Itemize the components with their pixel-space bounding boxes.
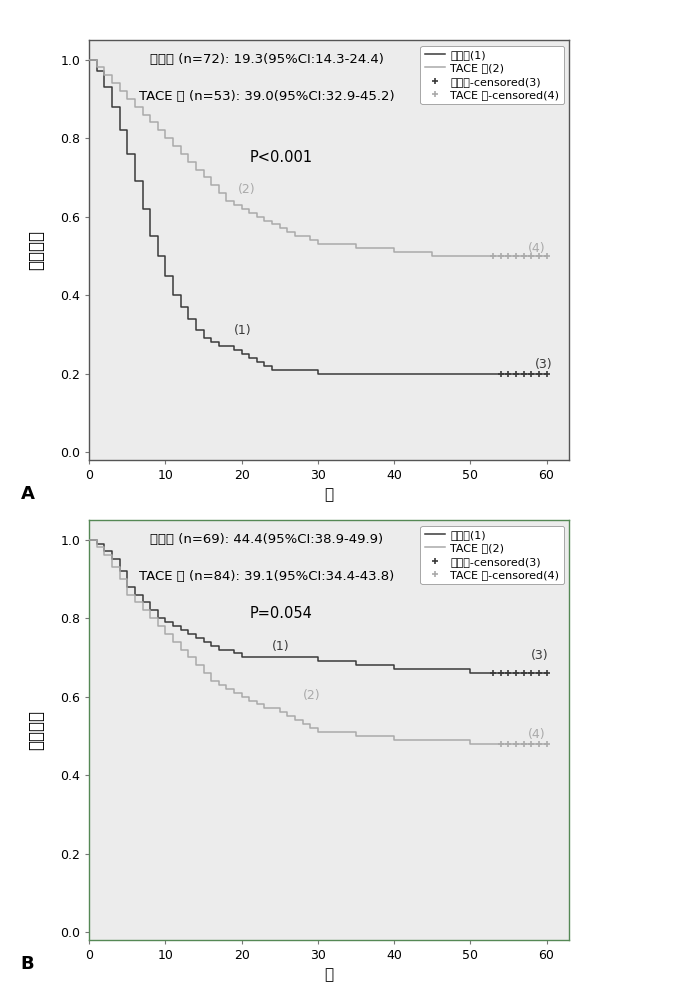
Text: (3): (3): [531, 649, 549, 662]
Text: (1): (1): [272, 640, 289, 653]
Text: (3): (3): [535, 358, 553, 371]
Text: 对照组 (n=69): 44.4(95%CI:38.9-49.9): 对照组 (n=69): 44.4(95%CI:38.9-49.9): [150, 533, 383, 546]
X-axis label: 月: 月: [324, 488, 334, 503]
Legend: 对照组(1), TACE 组(2), 对照组-censored(3), TACE 组-censored(4): 对照组(1), TACE 组(2), 对照组-censored(3), TACE…: [421, 526, 564, 584]
Text: B: B: [21, 955, 34, 973]
X-axis label: 月: 月: [324, 968, 334, 983]
Text: P=0.054: P=0.054: [249, 606, 312, 621]
Text: (2): (2): [303, 689, 320, 702]
Text: (2): (2): [238, 183, 255, 196]
Text: A: A: [21, 485, 34, 503]
Text: (4): (4): [528, 728, 545, 741]
Text: 生存曲线: 生存曲线: [27, 230, 45, 270]
Text: (4): (4): [528, 242, 545, 255]
Text: TACE 组 (n=84): 39.1(95%CI:34.4-43.8): TACE 组 (n=84): 39.1(95%CI:34.4-43.8): [139, 570, 394, 583]
Text: 对照组 (n=72): 19.3(95%CI:14.3-24.4): 对照组 (n=72): 19.3(95%CI:14.3-24.4): [150, 53, 383, 66]
Legend: 对照组(1), TACE 组(2), 对照组-censored(3), TACE 组-censored(4): 对照组(1), TACE 组(2), 对照组-censored(3), TACE…: [421, 46, 564, 104]
Text: P<0.001: P<0.001: [249, 150, 312, 165]
Text: (1): (1): [234, 324, 252, 337]
Text: TACE 组 (n=53): 39.0(95%CI:32.9-45.2): TACE 组 (n=53): 39.0(95%CI:32.9-45.2): [139, 90, 394, 103]
Text: 生存曲线: 生存曲线: [27, 710, 45, 750]
